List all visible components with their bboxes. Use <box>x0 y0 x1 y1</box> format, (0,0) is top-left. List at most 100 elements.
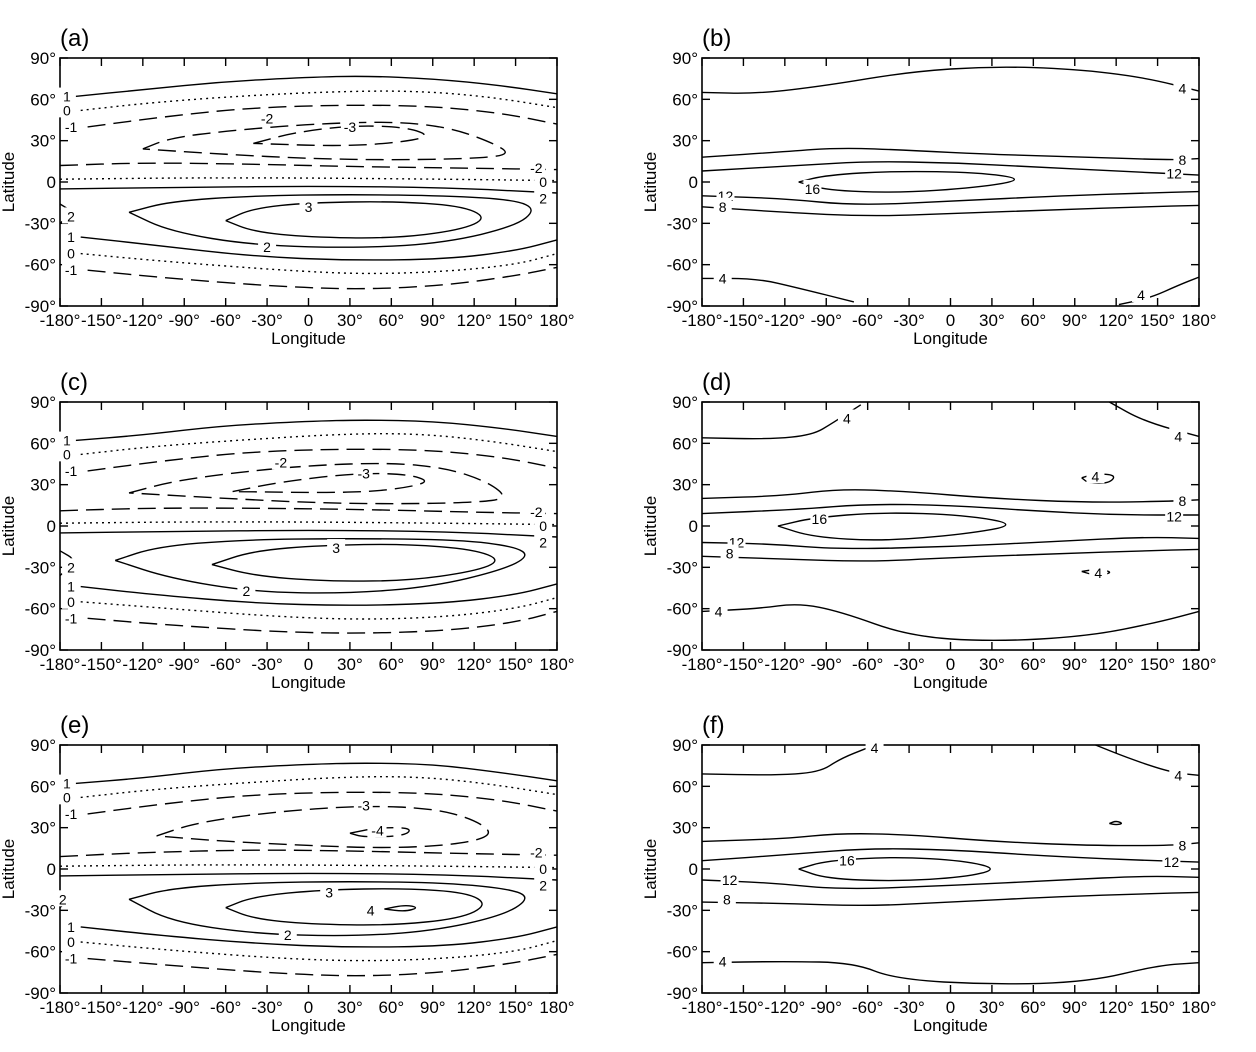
contour-label: -1 <box>65 119 78 135</box>
contour-label: 4 <box>843 411 851 427</box>
contour-label: 2 <box>539 878 547 894</box>
y-tick-label: 30° <box>672 476 698 495</box>
contour-label: 8 <box>719 199 727 215</box>
x-axis-title: Longitude <box>271 329 346 348</box>
y-axis-title: Latitude <box>0 496 18 557</box>
contour-label-bg <box>713 197 732 214</box>
contour-line <box>87 791 558 815</box>
contour-label: 3 <box>332 540 340 556</box>
y-tick-label: 60° <box>672 434 698 453</box>
contour-label-bg <box>534 860 553 876</box>
contour-label-bg <box>57 788 76 805</box>
y-tick-label: -90° <box>25 297 56 316</box>
x-tick-label: -150° <box>81 311 122 330</box>
contour-label: 0 <box>539 174 547 190</box>
plot-frame <box>701 744 1200 994</box>
contour-label: -3 <box>357 466 370 482</box>
contour-label-bg <box>62 244 81 261</box>
panel-a: (a) -180° -150° -120° -90° -60° -30° 0 30° 60° 90°… <box>0 25 575 348</box>
contour-label-bg <box>354 796 373 813</box>
y-tick-label: -90° <box>25 984 56 1003</box>
contour-label-bg <box>810 510 829 527</box>
contour-line <box>80 926 558 948</box>
plot-frame <box>701 401 1200 651</box>
y-axis-title: Latitude <box>0 152 18 213</box>
contour-label-bg <box>1162 853 1181 870</box>
contour-line <box>701 404 862 440</box>
panel-label: (e) <box>60 712 89 739</box>
contour-line <box>225 888 483 926</box>
contour-label: 8 <box>726 546 734 562</box>
plot-frame <box>59 57 558 307</box>
y-tick-label: 60° <box>672 90 698 109</box>
contour-label: -2 <box>275 455 288 471</box>
x-tick-label: 0 <box>304 998 313 1017</box>
x-tick-label: 90° <box>420 311 446 330</box>
x-tick-label: 180° <box>1181 655 1216 674</box>
contour-line <box>59 185 558 194</box>
contour-label-bg <box>340 117 359 134</box>
x-axis-title: Longitude <box>913 673 988 692</box>
x-axis-title: Longitude <box>271 673 346 692</box>
contour-label-bg <box>62 261 81 278</box>
contour-label-bg <box>1169 766 1188 783</box>
contour-label: 2 <box>539 535 547 551</box>
y-tick-label: 60° <box>30 777 56 796</box>
x-tick-label: 120° <box>1099 311 1134 330</box>
x-tick-label: -90° <box>169 655 200 674</box>
y-tick-label: 0 <box>47 173 56 192</box>
contour-label-bg <box>717 890 736 907</box>
y-tick-label: -90° <box>667 297 698 316</box>
y-tick-label: 0 <box>689 517 698 536</box>
x-tick-label: 90° <box>1062 311 1088 330</box>
contour-label: -3 <box>357 798 370 814</box>
y-tick-label: -60° <box>25 943 56 962</box>
x-tick-label: -150° <box>81 998 122 1017</box>
contour-line <box>114 538 526 594</box>
contour-label: 0 <box>67 594 75 610</box>
contour-label-bg <box>534 533 553 550</box>
contour-line <box>128 194 532 248</box>
x-tick-label: 30° <box>337 998 363 1017</box>
x-tick-label: -180° <box>40 998 81 1017</box>
contour-line <box>142 121 506 161</box>
contour-label: 1 <box>67 579 75 595</box>
y-tick-label: -60° <box>667 256 698 275</box>
contour-label: 16 <box>805 181 821 197</box>
x-tick-label: -120° <box>122 655 163 674</box>
x-tick-label: -120° <box>122 998 163 1017</box>
contour-line <box>701 204 1200 217</box>
contour-label: 16 <box>839 853 855 869</box>
contour-line <box>59 521 558 526</box>
contour-label: -2 <box>261 111 274 127</box>
y-tick-label: -30° <box>25 214 56 233</box>
contour-label: 4 <box>871 740 879 756</box>
x-tick-label: -30° <box>893 998 924 1017</box>
y-tick-label: 30° <box>30 476 56 495</box>
contour-label-bg <box>327 539 346 556</box>
contour-label: 0 <box>63 446 71 462</box>
x-tick-label: 120° <box>457 311 492 330</box>
x-tick-label: 30° <box>979 655 1005 674</box>
contour-label: -1 <box>65 463 78 479</box>
contour-label: 4 <box>1179 80 1187 96</box>
contour-label: -1 <box>65 806 78 822</box>
contour-line <box>384 904 417 912</box>
contour-line <box>701 161 1200 176</box>
y-tick-label: 90° <box>30 736 56 755</box>
contour-label: 2 <box>242 583 250 599</box>
contour-line <box>87 448 558 472</box>
contour-label: 4 <box>1092 468 1100 484</box>
y-axis-title: Latitude <box>641 839 660 900</box>
contour-label-bg <box>1173 836 1192 853</box>
plot-frame <box>59 744 558 994</box>
contour-label: 1 <box>63 776 71 792</box>
contour-line <box>80 90 558 112</box>
y-tick-label: -90° <box>667 641 698 660</box>
contour-line <box>73 762 558 785</box>
contour-line <box>80 583 558 606</box>
contour-label: 3 <box>325 884 333 900</box>
x-tick-label: -150° <box>723 998 764 1017</box>
contour-line <box>701 503 1199 516</box>
contour-line <box>701 190 1200 205</box>
